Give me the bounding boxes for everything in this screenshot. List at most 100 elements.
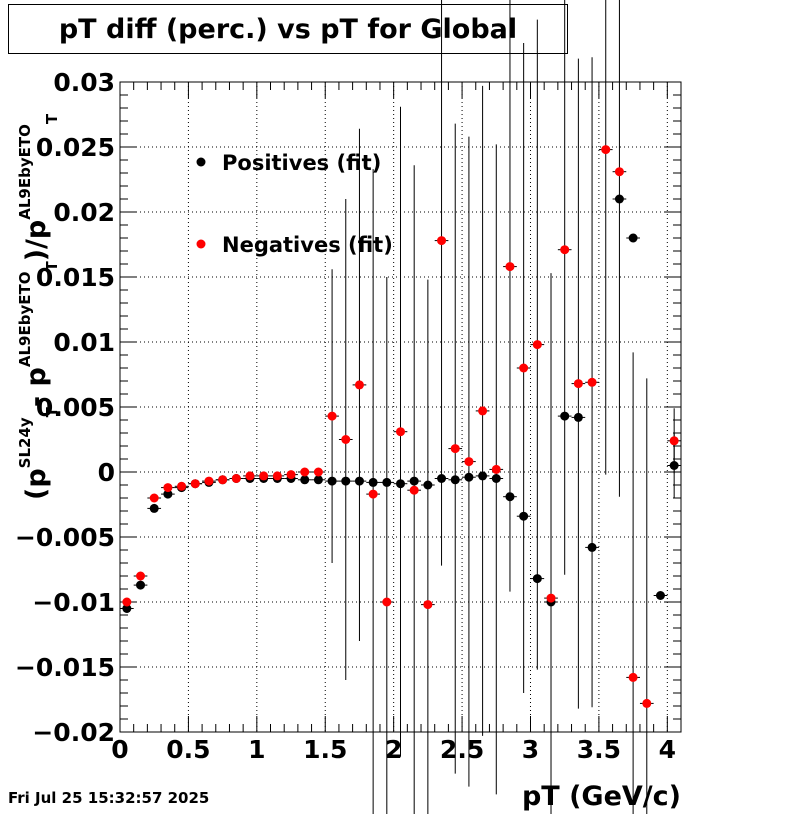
x-tick-label: 3 xyxy=(522,735,539,764)
y-tick-label: 0.03 xyxy=(53,68,115,97)
data-point-negatives xyxy=(354,380,364,390)
y-label-sup: AL9EbyETO xyxy=(16,124,34,220)
data-point-negatives xyxy=(573,379,583,389)
data-point-negatives xyxy=(204,476,214,486)
data-point-negatives xyxy=(505,262,515,272)
legend-label: Positives (fit) xyxy=(222,151,381,175)
data-point-negatives xyxy=(396,427,405,437)
legend-label: Negatives (fit) xyxy=(222,233,393,257)
y-tick-label: 0.01 xyxy=(53,328,115,357)
x-tick-label: 0 xyxy=(111,735,128,764)
data-point-negatives xyxy=(560,245,570,255)
data-point-negatives xyxy=(272,471,282,481)
y-tick-label: 0.015 xyxy=(36,263,115,292)
data-point-positives xyxy=(614,194,624,204)
y-tick-label: −0.02 xyxy=(32,718,115,747)
data-point-negatives xyxy=(313,467,323,477)
data-point-negatives xyxy=(177,481,187,491)
y-tick-label: −0.01 xyxy=(32,588,115,617)
plot-frame xyxy=(119,81,682,733)
data-point-negatives xyxy=(259,471,269,481)
data-point-positives xyxy=(327,476,337,486)
data-point-positives xyxy=(368,477,378,487)
y-tick-label: −0.005 xyxy=(15,523,115,552)
data-point-positives xyxy=(491,474,501,483)
data-point-positives xyxy=(669,461,679,470)
data-point-negatives xyxy=(614,167,624,177)
data-point-negatives xyxy=(437,236,447,246)
data-point-negatives xyxy=(450,444,460,454)
data-point-negatives xyxy=(163,483,173,493)
data-point-positives xyxy=(382,477,392,487)
data-point-negatives xyxy=(190,479,200,489)
data-point-positives xyxy=(560,411,570,421)
legend-marker-negatives xyxy=(196,239,206,249)
data-point-positives xyxy=(519,511,529,521)
y-tick-label: −0.015 xyxy=(15,653,115,682)
x-tick-label: 2 xyxy=(385,735,402,764)
data-point-positives xyxy=(409,476,419,486)
data-point-negatives xyxy=(218,475,228,485)
data-point-positives xyxy=(437,474,447,483)
data-point-negatives xyxy=(546,593,556,603)
y-label-sup: AL9EbyETO xyxy=(16,272,34,368)
y-tick-label: 0.005 xyxy=(36,393,115,422)
data-point-positives xyxy=(423,480,433,490)
data-point-negatives xyxy=(628,672,638,682)
data-point-positives xyxy=(464,472,474,482)
data-point-negatives xyxy=(231,474,241,483)
data-point-negatives xyxy=(601,145,611,155)
data-point-positives xyxy=(149,503,159,513)
data-point-positives xyxy=(532,574,542,584)
data-point-negatives xyxy=(642,698,652,708)
data-point-positives xyxy=(136,580,146,590)
data-point-positives xyxy=(628,233,638,243)
x-tick-label: 0.5 xyxy=(166,735,210,764)
x-tick-label: 3.5 xyxy=(577,735,621,764)
data-point-negatives xyxy=(341,435,351,444)
y-tick-label: 0.02 xyxy=(53,198,115,227)
data-point-negatives xyxy=(136,571,146,581)
x-tick-label: 4 xyxy=(659,735,676,764)
data-point-positives xyxy=(396,479,405,489)
data-point-negatives xyxy=(368,489,378,499)
x-tick-label: 2.5 xyxy=(440,735,484,764)
chart-title-box: pT diff (perc.) vs pT for Global xyxy=(8,4,568,54)
data-point-positives xyxy=(655,591,665,600)
data-point-positives xyxy=(573,412,583,422)
y-tick-label: 0.025 xyxy=(36,133,115,162)
x-tick-label: 1 xyxy=(248,735,265,764)
data-point-negatives xyxy=(423,600,433,610)
data-point-negatives xyxy=(300,467,310,477)
legend-marker-positives xyxy=(196,157,206,167)
y-label-part: - p xyxy=(21,367,52,407)
chart-title: pT diff (perc.) vs pT for Global xyxy=(58,14,518,45)
data-point-positives xyxy=(163,489,173,499)
timestamp: Fri Jul 25 15:32:57 2025 xyxy=(8,789,210,807)
data-point-positives xyxy=(341,476,351,486)
data-point-negatives xyxy=(519,363,529,373)
data-point-positives xyxy=(122,604,132,613)
data-point-negatives xyxy=(327,411,337,421)
data-point-positives xyxy=(478,471,488,481)
data-point-negatives xyxy=(491,464,501,474)
data-point-positives xyxy=(354,476,364,486)
x-axis-label: pT (GeV/c) xyxy=(522,781,681,812)
x-tick-label: 1.5 xyxy=(303,735,347,764)
data-point-negatives xyxy=(669,436,679,446)
y-label-sub: T xyxy=(43,113,61,124)
y-label-part: (p xyxy=(21,468,52,500)
data-point-positives xyxy=(505,492,515,502)
data-point-negatives xyxy=(587,377,597,387)
data-point-negatives xyxy=(464,457,474,467)
data-point-negatives xyxy=(149,493,159,503)
data-point-positives xyxy=(450,475,460,485)
y-label-sup: SL24y xyxy=(16,417,34,468)
data-point-negatives xyxy=(409,485,419,495)
data-point-negatives xyxy=(478,406,488,416)
data-point-positives xyxy=(313,475,323,485)
data-point-negatives xyxy=(532,340,542,350)
y-label-sub: T xyxy=(43,406,61,417)
data-point-negatives xyxy=(286,470,296,480)
